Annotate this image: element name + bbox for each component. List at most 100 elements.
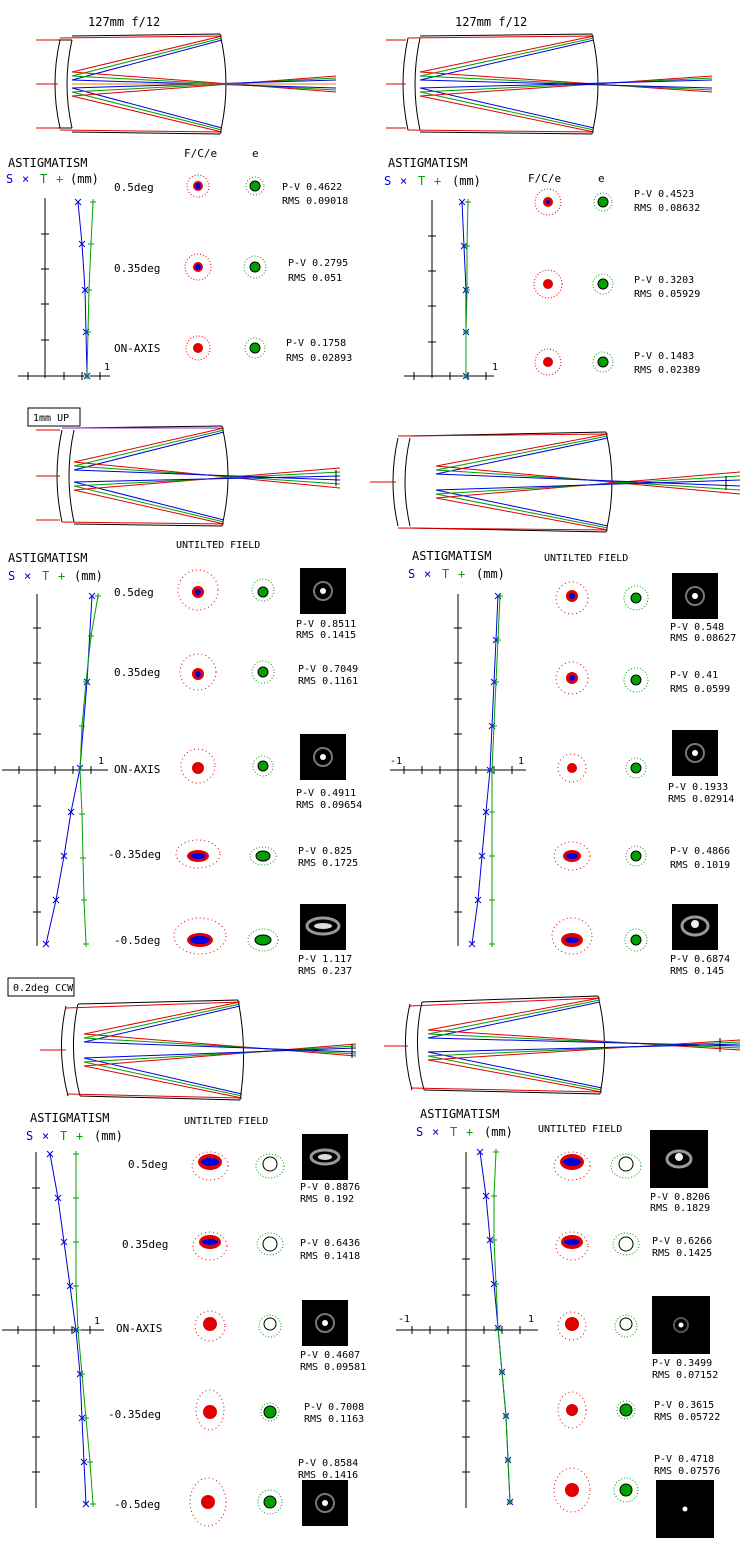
rms-value: RMS 0.1425 bbox=[652, 1248, 712, 1259]
spot-e bbox=[625, 757, 647, 779]
spot-fce bbox=[534, 188, 562, 216]
tangential-marker-point bbox=[463, 329, 469, 335]
spot-row: P-V 0.3203 RMS 0.05929 bbox=[533, 269, 700, 300]
pv-value: P-V 0.8511 bbox=[296, 619, 356, 630]
layout-panel-3-right bbox=[384, 995, 741, 1095]
rms-value: RMS 0.09581 bbox=[300, 1362, 366, 1373]
untilted-field-label: UNTILTED FIELD bbox=[184, 1116, 268, 1127]
spot-row: P-V 0.3615 RMS 0.05722 bbox=[557, 1391, 720, 1429]
pv-value: P-V 0.3203 bbox=[634, 275, 694, 286]
layout-panel-2-left bbox=[36, 425, 341, 527]
tangential-marker-point bbox=[465, 199, 471, 205]
pv-value: P-V 0.548 bbox=[670, 622, 724, 633]
pv-value: P-V 0.6874 bbox=[670, 954, 730, 965]
untilted-field-label: UNTILTED FIELD bbox=[538, 1124, 622, 1135]
spot-row: P-V 0.548 RMS 0.08627 bbox=[555, 573, 736, 644]
spot-fce bbox=[195, 1389, 225, 1431]
sagittal-marker-point bbox=[486, 1236, 494, 1244]
sagittal-marker-point bbox=[82, 1500, 90, 1508]
spot-e bbox=[613, 1477, 639, 1503]
sagittal-label: S bbox=[26, 1129, 33, 1143]
spot-fce bbox=[189, 1477, 227, 1527]
sagittal-marker-point bbox=[67, 808, 75, 816]
rms-value: RMS 0.1418 bbox=[300, 1251, 360, 1262]
spot-fce bbox=[557, 1391, 587, 1429]
section-tag-label: 1mm UP bbox=[33, 413, 69, 424]
pv-value: P-V 0.825 bbox=[298, 846, 352, 857]
tangential-marker-point bbox=[491, 723, 497, 729]
rms-value: RMS 0.02893 bbox=[286, 353, 352, 364]
section-tag: 0.2deg CCW bbox=[7, 977, 75, 997]
rms-value: RMS 0.05929 bbox=[634, 289, 700, 300]
field-label: ON-AXIS bbox=[114, 763, 160, 776]
spot-fce bbox=[553, 1467, 591, 1513]
astigmatism-legend: S × T + (mm) bbox=[416, 1125, 513, 1139]
scale-label: 1 bbox=[492, 362, 498, 373]
field-label: 0.35deg bbox=[114, 262, 160, 275]
spot-row: -0.5deg P-V 1.117 RMS 0.237 bbox=[114, 904, 352, 977]
pv-value: P-V 0.4911 bbox=[296, 788, 356, 799]
field-label: 0.35deg bbox=[122, 1238, 168, 1251]
field-label: 0.5deg bbox=[128, 1158, 168, 1171]
sagittal-marker: × bbox=[432, 1125, 439, 1139]
astigmatism-title: ASTIGMATISM bbox=[8, 156, 87, 170]
section-tag: 1mm UP bbox=[27, 407, 81, 427]
pv-value: P-V 0.1758 bbox=[286, 338, 346, 349]
pv-value: P-V 0.3499 bbox=[652, 1358, 712, 1369]
spot-e bbox=[257, 1489, 283, 1515]
astigmatism-title: ASTIGMATISM bbox=[30, 1111, 109, 1125]
spot-row: 0.35deg P-V 0.7049 RMS 0.1161 bbox=[114, 653, 358, 691]
spot-row: P-V 0.1933 RMS 0.02914 bbox=[557, 730, 734, 805]
spot-e bbox=[247, 928, 279, 952]
scale-label: 1 bbox=[518, 756, 524, 767]
spot-fce bbox=[186, 174, 210, 198]
sagittal-label: S bbox=[416, 1125, 423, 1139]
scale-label: 1 bbox=[94, 1316, 100, 1327]
tangential-marker-point bbox=[87, 1459, 93, 1465]
spot-row: 0.5deg P-V 0.8876 RMS 0.192 bbox=[128, 1134, 360, 1205]
astigmatism-panel-3-left: ASTIGMATISM S × T + (mm) 1 bbox=[2, 1111, 123, 1508]
astigmatism-panel-2-left: ASTIGMATISM S × T + (mm) 1 bbox=[2, 551, 108, 946]
spot-e bbox=[255, 1153, 285, 1179]
spot-e bbox=[251, 660, 275, 684]
tangential-label: T bbox=[40, 172, 47, 186]
pv-value: P-V 0.8876 bbox=[300, 1182, 360, 1193]
tangential-marker-point bbox=[493, 1149, 499, 1155]
units-label: (mm) bbox=[476, 567, 505, 581]
spot-row: P-V 0.8206 RMS 0.1829 bbox=[553, 1130, 710, 1214]
pv-value: P-V 0.6266 bbox=[652, 1236, 712, 1247]
tangential-marker-point bbox=[79, 811, 85, 817]
pv-value: P-V 0.6436 bbox=[300, 1238, 360, 1249]
layout-panel-1-left: 127mm f/12 bbox=[36, 15, 337, 135]
psf-image bbox=[672, 730, 718, 776]
tangential-marker-point bbox=[489, 767, 495, 773]
pv-value: P-V 0.1933 bbox=[668, 782, 728, 793]
tangential-marker-point bbox=[507, 1499, 513, 1505]
astigmatism-panel-1-left: ASTIGMATISM S × T + (mm) 1 bbox=[6, 156, 110, 380]
sagittal-curve bbox=[49, 1153, 87, 1505]
tangential-marker-point bbox=[95, 593, 101, 599]
section-baseline: 127mm f/12 bbox=[6, 15, 713, 380]
rms-value: RMS 0.05722 bbox=[654, 1412, 720, 1423]
tangential-label: T bbox=[418, 174, 425, 188]
tangential-marker-point bbox=[80, 855, 86, 861]
tangential-marker-point bbox=[79, 1371, 85, 1377]
tangential-marker-point bbox=[489, 809, 495, 815]
tangential-marker-point bbox=[77, 767, 83, 773]
spot-e bbox=[623, 585, 649, 611]
sagittal-marker: × bbox=[400, 174, 407, 188]
field-label: -0.5deg bbox=[114, 934, 160, 947]
spot-e bbox=[243, 255, 267, 279]
pv-value: P-V 0.3615 bbox=[654, 1400, 714, 1411]
tangential-curve bbox=[86, 201, 94, 377]
pv-value: P-V 0.8584 bbox=[298, 1458, 358, 1469]
spot-fce bbox=[179, 653, 217, 691]
sagittal-marker-point bbox=[478, 852, 486, 860]
spot-e bbox=[614, 1314, 638, 1338]
tangential-marker-point bbox=[73, 1283, 79, 1289]
pv-value: P-V 0.4523 bbox=[634, 189, 694, 200]
tangential-marker-point bbox=[83, 679, 89, 685]
field-label: -0.35deg bbox=[108, 848, 161, 861]
spot-e bbox=[623, 667, 649, 693]
